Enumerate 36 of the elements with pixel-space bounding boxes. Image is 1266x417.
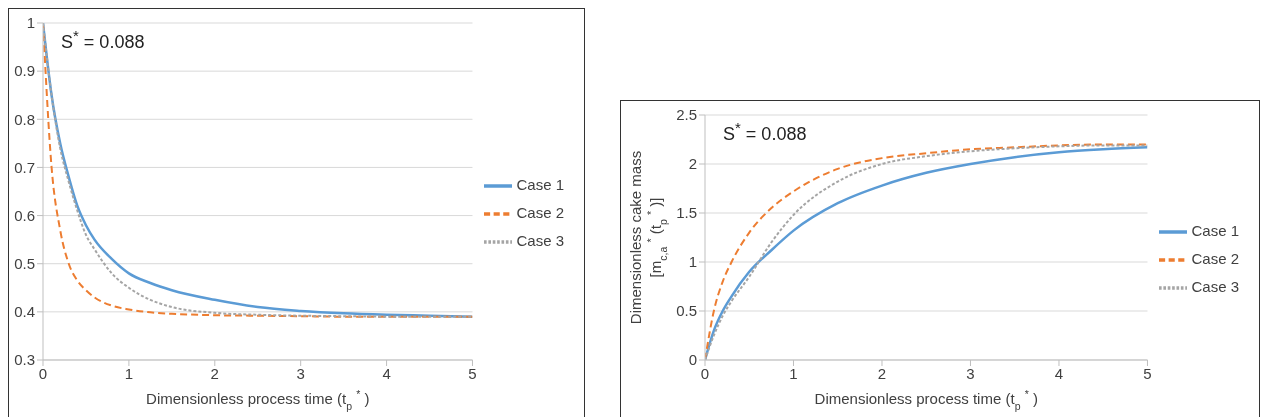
y-tick-label: 2.5 <box>676 106 697 124</box>
legend-label: Case 2 <box>516 203 564 221</box>
y-tick-label: 1.5 <box>676 204 697 222</box>
annotation: S$^{*}$ = 0.088 <box>723 119 807 145</box>
y-tick-label: 0.8 <box>14 110 35 128</box>
x-tick-label: 4 <box>382 364 391 382</box>
y-tick-label: 0.5 <box>676 302 697 320</box>
y-tick-label: 0.3 <box>14 351 35 369</box>
y-tick-label: 1 <box>26 14 35 32</box>
x-tick-label: 1 <box>124 364 134 382</box>
annotation: S$^{*}$ = 0.088 <box>61 27 145 53</box>
legend-label: Case 1 <box>516 175 564 193</box>
x-tick-label: 0 <box>38 364 48 382</box>
legend-label: Case 3 <box>1191 277 1239 295</box>
y-tick-label: 0.9 <box>14 62 35 80</box>
y-tick-label: 0.4 <box>14 303 35 321</box>
x-tick-label: 2 <box>210 364 219 382</box>
x-tick-label: 1 <box>789 364 798 382</box>
legend-label: Case 1 <box>1191 221 1239 239</box>
x-tick-label: 4 <box>1054 364 1064 382</box>
y-tick-label: 1 <box>688 253 697 271</box>
x-tick-label: 5 <box>468 364 477 382</box>
y-tick-label: 0.7 <box>14 158 35 176</box>
y-tick-label: 2 <box>688 155 697 173</box>
y-tick-label: 0.5 <box>14 255 35 273</box>
x-tick-label: 2 <box>877 364 887 382</box>
x-tick-label: 3 <box>966 364 975 382</box>
x-tick-label: 0 <box>700 364 710 382</box>
y-tick-label: 0.6 <box>14 206 35 224</box>
x-axis-title: Dimensionless process time (t$_{p}$$^{*}$) <box>146 388 370 412</box>
legend-label: Case 3 <box>516 231 564 249</box>
x-axis-title: Dimensionless process time (t$_{p}$$^{*}$) <box>814 388 1038 412</box>
x-tick-label: 3 <box>296 364 305 382</box>
legend-label: Case 2 <box>1191 249 1239 267</box>
y-tick-label: 0 <box>688 351 697 369</box>
x-tick-label: 5 <box>1143 364 1152 382</box>
